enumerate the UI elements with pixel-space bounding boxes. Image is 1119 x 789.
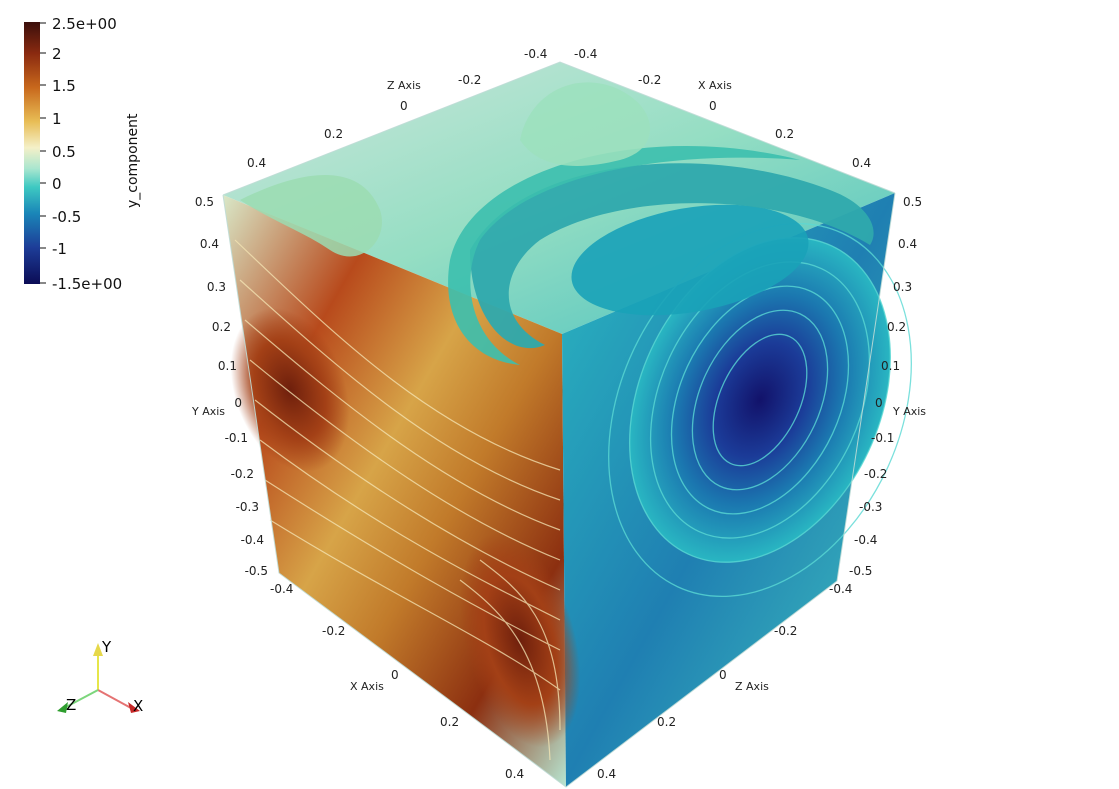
colorbar-label: -1.5e+00 (52, 275, 122, 293)
cube-axes-grid: -0.4 -0.2 0 0.2 0.4 Z Axis -0.4 -0.2 0 0… (191, 47, 926, 781)
left-contours (234, 239, 561, 761)
axis-title-z-top: Z Axis (387, 79, 421, 92)
tick-left: -0.4 (241, 533, 264, 547)
orientation-x-axis (97, 689, 132, 709)
tick-bottom-left: 0 (391, 668, 399, 682)
top-swirl-band-outer (448, 146, 800, 365)
tick-right: -0.5 (849, 564, 872, 578)
colorbar-ticks (40, 22, 46, 284)
tick-bottom-right: 0.4 (597, 767, 616, 781)
tick-right: 0.4 (898, 237, 917, 251)
orientation-y-arrow (93, 643, 103, 656)
axis-title-x-top: X Axis (698, 79, 732, 92)
tick-right: -0.2 (864, 467, 887, 481)
top-green-lobe-back (520, 82, 650, 166)
orientation-x-arrow (128, 702, 140, 713)
tick-left: -0.1 (225, 431, 248, 445)
tick-left: 0.5 (195, 195, 214, 209)
colorbar-label: -1 (52, 240, 67, 258)
colorbar-label: 2 (52, 45, 62, 63)
tick-right: 0.5 (903, 195, 922, 209)
orientation-x-label: X (133, 697, 143, 715)
cube-edges (222, 61, 896, 788)
tick-top-right: -0.2 (638, 73, 661, 87)
tick-left: 0.3 (207, 280, 226, 294)
axis-title-x-bottom: X Axis (350, 680, 384, 693)
tick-left: -0.3 (236, 500, 259, 514)
tick-top-right: -0.4 (574, 47, 597, 61)
orientation-z-label: Z (66, 696, 76, 714)
tick-top-right: 0.2 (775, 127, 794, 141)
tick-left: -0.2 (231, 467, 254, 481)
tick-left: 0 (234, 396, 242, 410)
tick-bottom-left: -0.2 (322, 624, 345, 638)
tick-left: 0.4 (200, 237, 219, 251)
colorbar-gradient (24, 22, 40, 284)
colorbar-label: 1.5 (52, 77, 76, 95)
axis-title-y-right: Y Axis (892, 405, 926, 418)
colorbar-label: 0 (52, 175, 62, 193)
tick-right: -0.1 (871, 431, 894, 445)
tick-right: 0 (875, 396, 883, 410)
axis-title-z-bottom: Z Axis (735, 680, 769, 693)
volume-render (222, 61, 912, 788)
tick-right: -0.3 (859, 500, 882, 514)
top-green-lobe-left (240, 175, 382, 257)
tick-left: 0.1 (218, 359, 237, 373)
tick-top-left: 0 (400, 99, 408, 113)
tick-top-left: -0.2 (458, 73, 481, 87)
left-hot-region-lower (459, 532, 581, 748)
tick-left: -0.5 (245, 564, 268, 578)
axis-title-y-left: Y Axis (191, 405, 225, 418)
orientation-z-arrow (57, 702, 68, 713)
left-hot-region-upper (230, 307, 350, 473)
colorbar-label: -0.5 (52, 208, 81, 226)
tick-bottom-left: -0.4 (270, 582, 293, 596)
tick-bottom-right: 0.2 (657, 715, 676, 729)
tick-bottom-right: -0.2 (774, 624, 797, 638)
tick-right: 0.3 (893, 280, 912, 294)
tick-right: 0.2 (887, 320, 906, 334)
tick-top-left: -0.4 (524, 47, 547, 61)
tick-left: 0.2 (212, 320, 231, 334)
colorbar-label: 0.5 (52, 143, 76, 161)
right-contours (608, 222, 912, 598)
tick-bottom-right: -0.4 (829, 582, 852, 596)
top-swirl-inner (571, 204, 809, 316)
orientation-axes: Y X Z (57, 638, 143, 715)
color-legend: 2.5e+00 2 1.5 1 0.5 0 -0.5 -1 -1.5e+00 y… (24, 15, 141, 293)
tick-right: -0.4 (854, 533, 877, 547)
tick-bottom-left: 0.4 (505, 767, 524, 781)
tick-right: 0.1 (881, 359, 900, 373)
colorbar-label: 1 (52, 110, 62, 128)
top-swirl-band (470, 163, 874, 349)
tick-bottom-right: 0 (719, 668, 727, 682)
tick-top-right: 0.4 (852, 156, 871, 170)
colorbar-label: 2.5e+00 (52, 15, 117, 33)
colorbar-title: y_component (125, 113, 141, 208)
tick-bottom-left: 0.2 (440, 715, 459, 729)
orientation-z-axis (65, 689, 99, 708)
tick-top-left: 0.2 (324, 127, 343, 141)
tick-top-left: 0.4 (247, 156, 266, 170)
right-cold-region (629, 237, 891, 563)
orientation-y-label: Y (101, 638, 112, 656)
tick-top-right: 0 (709, 99, 717, 113)
